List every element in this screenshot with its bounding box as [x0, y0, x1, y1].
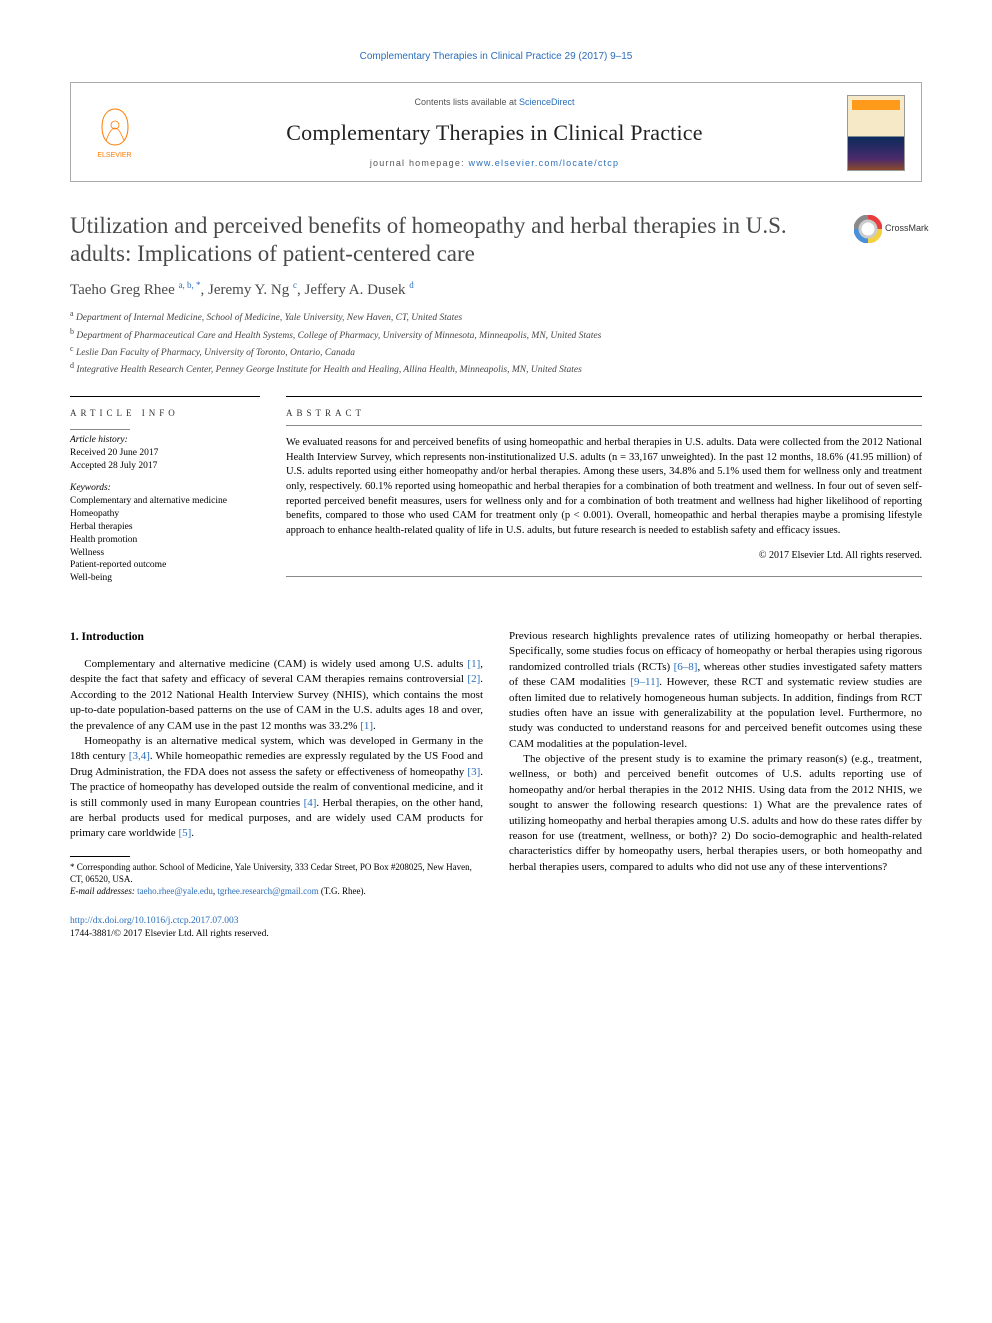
body-para-4: The objective of the present study is to…	[509, 752, 922, 875]
contents-available-line: Contents lists available at ScienceDirec…	[156, 96, 833, 108]
body-para-2: Homeopathy is an alternative medical sys…	[70, 734, 483, 842]
journal-homepage-link[interactable]: www.elsevier.com/locate/ctcp	[469, 158, 620, 168]
issn-copyright: 1744-3881/© 2017 Elsevier Ltd. All right…	[70, 929, 269, 939]
email-link-2[interactable]: tgrhee.research@gmail.com	[217, 886, 318, 896]
email-link-1[interactable]: taeho.rhee@yale.edu	[137, 886, 213, 896]
article-title: Utilization and perceived benefits of ho…	[70, 212, 836, 270]
section-1-heading: 1. Introduction	[70, 629, 483, 645]
accepted-date: Accepted 28 July 2017	[70, 460, 260, 473]
body-para-3: Previous research highlights prevalence …	[509, 629, 922, 752]
journal-homepage-line: journal homepage: www.elsevier.com/locat…	[156, 157, 833, 169]
affiliations: a Department of Internal Medicine, Schoo…	[70, 308, 922, 378]
elsevier-logo: ELSEVIER	[87, 102, 142, 164]
abstract-copyright: © 2017 Elsevier Ltd. All rights reserved…	[286, 549, 922, 563]
abstract-text: We evaluated reasons for and perceived b…	[286, 436, 922, 539]
doi-link[interactable]: http://dx.doi.org/10.1016/j.ctcp.2017.07…	[70, 916, 238, 926]
authors-line: Taeho Greg Rhee a, b, *, Jeremy Y. Ng c,…	[70, 279, 922, 300]
article-info-heading: ARTICLE INFO	[70, 396, 260, 425]
sciencedirect-link[interactable]: ScienceDirect	[519, 97, 575, 107]
journal-cover-thumbnail	[847, 95, 905, 171]
journal-title: Complementary Therapies in Clinical Prac…	[156, 118, 833, 148]
received-date: Received 20 June 2017	[70, 447, 260, 460]
abstract-heading: ABSTRACT	[286, 396, 922, 425]
crossmark-badge[interactable]: CrossMark	[854, 212, 922, 246]
article-body: 1. Introduction Complementary and altern…	[70, 629, 922, 897]
page-footer: http://dx.doi.org/10.1016/j.ctcp.2017.07…	[70, 915, 922, 942]
corresponding-author-footnote: * Corresponding author. School of Medici…	[70, 856, 483, 897]
journal-header-box: ELSEVIER Contents lists available at Sci…	[70, 82, 922, 182]
body-para-1: Complementary and alternative medicine (…	[70, 657, 483, 734]
keywords-label: Keywords:	[70, 482, 260, 495]
article-history-label: Article history:	[70, 434, 260, 447]
keywords-list: Complementary and alternative medicineHo…	[70, 495, 260, 585]
header-citation: Complementary Therapies in Clinical Prac…	[70, 50, 922, 64]
